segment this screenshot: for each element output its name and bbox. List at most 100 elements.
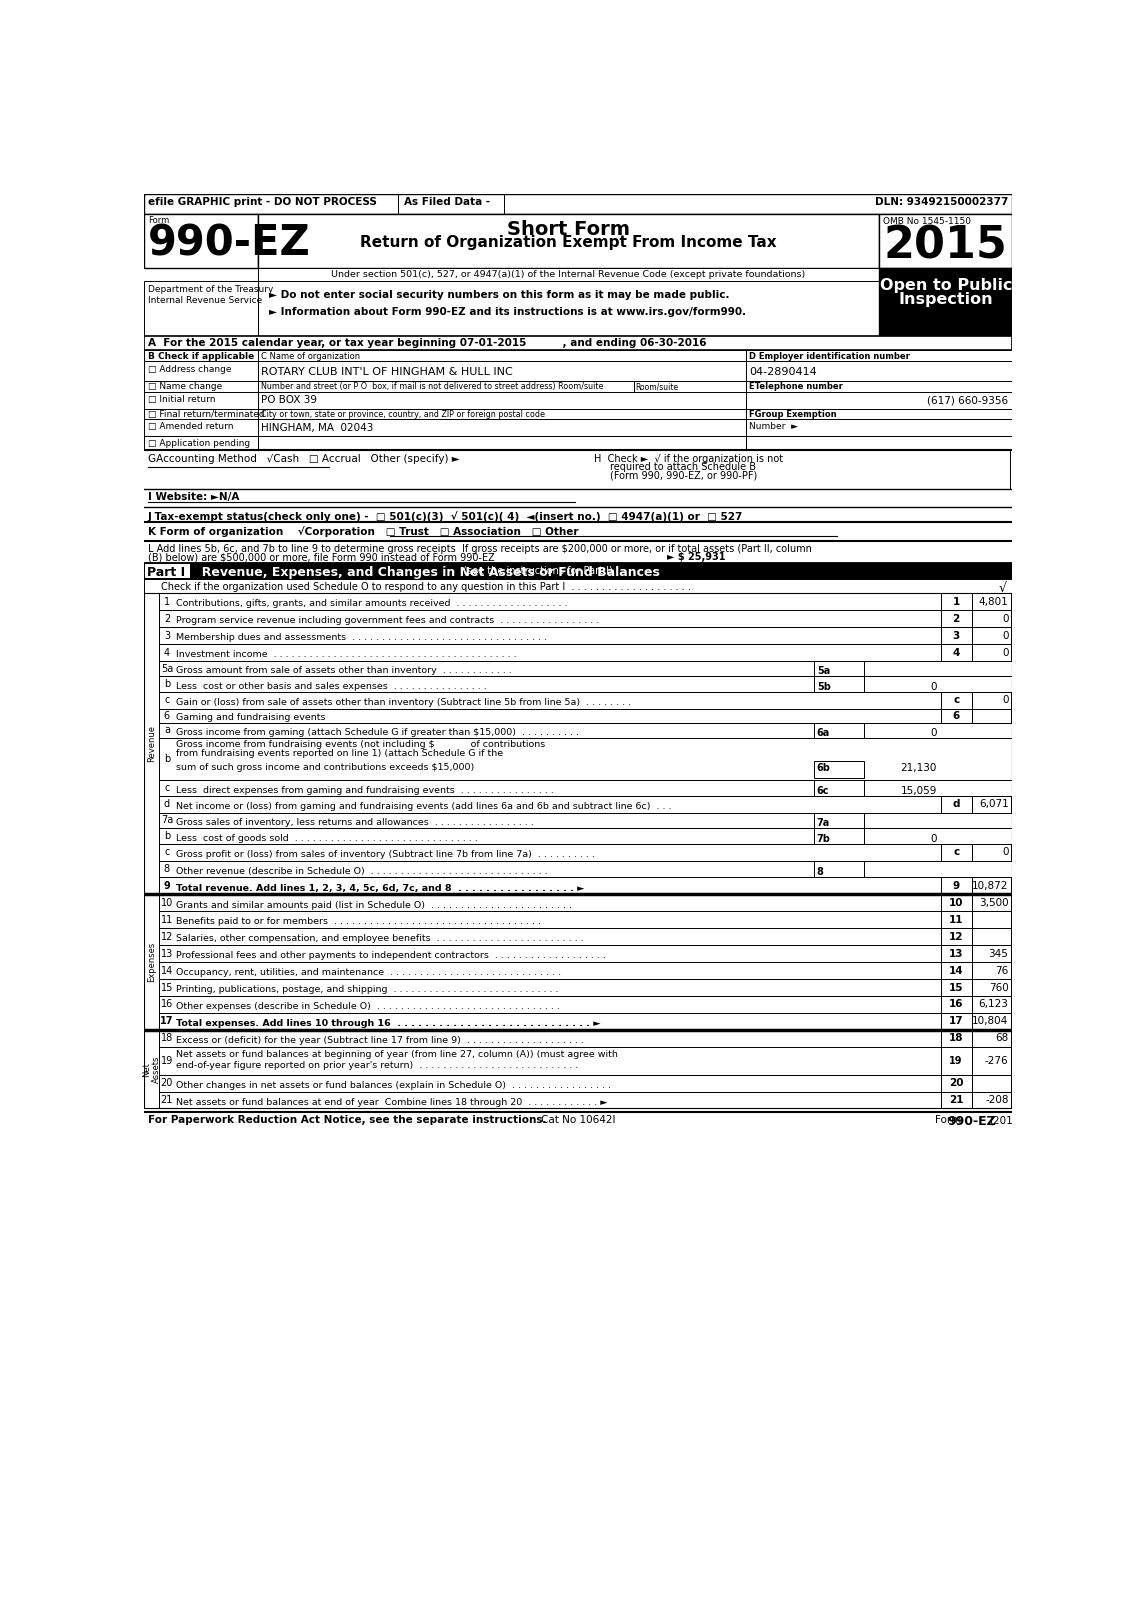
Text: □ Name change: □ Name change (148, 383, 222, 391)
Text: D Employer identification number: D Employer identification number (749, 352, 910, 360)
Bar (159, 1014, 1012, 1030)
Bar (144, 420, 258, 436)
Bar (144, 894, 159, 1030)
Bar (813, 781, 864, 796)
Text: (617) 660-9356: (617) 660-9356 (927, 395, 1008, 405)
Text: Form: Form (935, 1115, 962, 1125)
Bar (144, 281, 258, 336)
Text: efile GRAPHIC print - DO NOT PROCESS: efile GRAPHIC print - DO NOT PROCESS (148, 197, 377, 207)
Bar (144, 579, 1012, 594)
Bar (941, 796, 971, 813)
Bar (971, 878, 1011, 894)
Bar (258, 362, 746, 381)
Bar (941, 1091, 971, 1109)
Text: 0: 0 (1002, 631, 1008, 641)
Text: Gain or (loss) from sale of assets other than inventory (Subtract line 5b from l: Gain or (loss) from sale of assets other… (176, 697, 632, 707)
Bar (159, 1030, 1012, 1047)
Text: H  Check ►  √ if the organization is not: H Check ► √ if the organization is not (594, 454, 783, 463)
Bar (879, 213, 1012, 268)
Bar (159, 781, 1012, 796)
Text: 15: 15 (949, 983, 963, 993)
Bar (159, 709, 1012, 723)
Bar (813, 860, 864, 878)
Bar (258, 281, 879, 336)
Text: (see the instructions for Part I): (see the instructions for Part I) (460, 565, 613, 576)
Text: 7a: 7a (817, 818, 830, 828)
Bar (971, 962, 1011, 980)
Bar (971, 644, 1011, 662)
Text: c: c (953, 847, 959, 857)
Bar (746, 350, 1012, 362)
Text: Membership dues and assessments  . . . . . . . . . . . . . . . . . . . . . . . .: Membership dues and assessments . . . . … (176, 633, 547, 642)
Text: 20: 20 (949, 1078, 963, 1088)
Bar (144, 350, 258, 362)
Text: 6,071: 6,071 (979, 799, 1008, 809)
Text: 6: 6 (952, 710, 960, 721)
Bar (159, 644, 1012, 662)
Bar (159, 844, 1012, 860)
Bar (941, 1047, 971, 1075)
Text: 19: 19 (950, 1056, 963, 1065)
Text: 15: 15 (160, 983, 173, 993)
Text: Total expenses. Add lines 10 through 16  . . . . . . . . . . . . . . . . . . . .: Total expenses. Add lines 10 through 16 … (176, 1018, 600, 1028)
Text: 3: 3 (164, 631, 170, 641)
Text: Gross income from gaming (attach Schedule G if greater than $15,000)  . . . . . : Gross income from gaming (attach Schedul… (176, 728, 579, 738)
Text: 11: 11 (949, 915, 963, 925)
Text: FGroup Exemption: FGroup Exemption (749, 410, 837, 420)
Bar (941, 946, 971, 962)
Bar (258, 420, 746, 436)
Bar (159, 662, 1012, 676)
Text: City or town, state or province, country, and ZIP or foreign postal code: City or town, state or province, country… (261, 410, 545, 420)
Text: Net income or (loss) from gaming and fundraising events (add lines 6a and 6b and: Net income or (loss) from gaming and fun… (176, 802, 671, 810)
Text: 04-2890414: 04-2890414 (749, 366, 817, 378)
Text: 760: 760 (989, 983, 1008, 993)
Bar (159, 723, 1012, 738)
Bar (159, 610, 1012, 628)
Bar (941, 962, 971, 980)
Text: 990-EZ: 990-EZ (946, 1115, 996, 1128)
Text: Gross profit or (loss) from sales of inventory (Subtract line 7b from line 7a)  : Gross profit or (loss) from sales of inv… (176, 849, 596, 859)
Text: 6a: 6a (817, 728, 830, 738)
Text: Net assets or fund balances at beginning of year (from line 27, column (A)) (mus: Net assets or fund balances at beginning… (176, 1051, 618, 1059)
Bar (144, 594, 1012, 1109)
Text: ► $ 25,931: ► $ 25,931 (668, 552, 726, 563)
Text: 3: 3 (952, 631, 960, 641)
Text: Internal Revenue Service: Internal Revenue Service (148, 295, 262, 305)
Bar (159, 738, 1012, 781)
Text: 5a: 5a (817, 667, 830, 676)
Bar (971, 796, 1011, 813)
Text: (2015): (2015) (989, 1115, 1023, 1125)
Bar (941, 912, 971, 928)
Text: C Name of organization: C Name of organization (261, 352, 360, 360)
Text: Less  cost of goods sold  . . . . . . . . . . . . . . . . . . . . . . . . . . . : Less cost of goods sold . . . . . . . . … (176, 833, 478, 843)
Text: I Website: ►N/A: I Website: ►N/A (148, 492, 239, 502)
Text: 345: 345 (988, 949, 1008, 959)
Text: As Filed Data -: As Filed Data - (404, 197, 491, 207)
Text: Grants and similar amounts paid (list in Schedule O)  . . . . . . . . . . . . . : Grants and similar amounts paid (list in… (176, 901, 572, 910)
Text: 8: 8 (817, 867, 823, 876)
Bar (941, 1030, 971, 1047)
Text: Under section 501(c), 527, or 4947(a)(1) of the Internal Revenue Code (except pr: Under section 501(c), 527, or 4947(a)(1)… (332, 270, 805, 279)
Text: Other expenses (describe in Schedule O)  . . . . . . . . . . . . . . . . . . . .: Other expenses (describe in Schedule O) … (176, 1002, 559, 1012)
Bar (971, 912, 1011, 928)
Text: 9: 9 (164, 881, 170, 891)
Bar (971, 1075, 1011, 1091)
Bar (941, 878, 971, 894)
Text: Printing, publications, postage, and shipping  . . . . . . . . . . . . . . . . .: Printing, publications, postage, and shi… (176, 985, 558, 994)
Bar (144, 336, 1012, 350)
Text: Return of Organization Exempt From Income Tax: Return of Organization Exempt From Incom… (360, 236, 777, 250)
Bar (159, 1075, 1012, 1091)
Bar (144, 563, 1012, 579)
Text: 17: 17 (949, 1017, 963, 1027)
Text: Check if the organization used Schedule O to respond to any question in this Par: Check if the organization used Schedule … (161, 581, 690, 592)
Bar (971, 946, 1011, 962)
Text: Excess or (deficit) for the year (Subtract line 17 from line 9)  . . . . . . . .: Excess or (deficit) for the year (Subtra… (176, 1036, 584, 1044)
Text: 15,059: 15,059 (900, 786, 937, 796)
Bar (971, 1030, 1011, 1047)
Bar (159, 813, 1012, 828)
Text: 9: 9 (953, 881, 960, 891)
Bar (144, 1030, 159, 1109)
Text: 2: 2 (952, 613, 960, 623)
Text: HINGHAM, MA  02043: HINGHAM, MA 02043 (261, 423, 373, 433)
Text: c: c (165, 847, 169, 857)
